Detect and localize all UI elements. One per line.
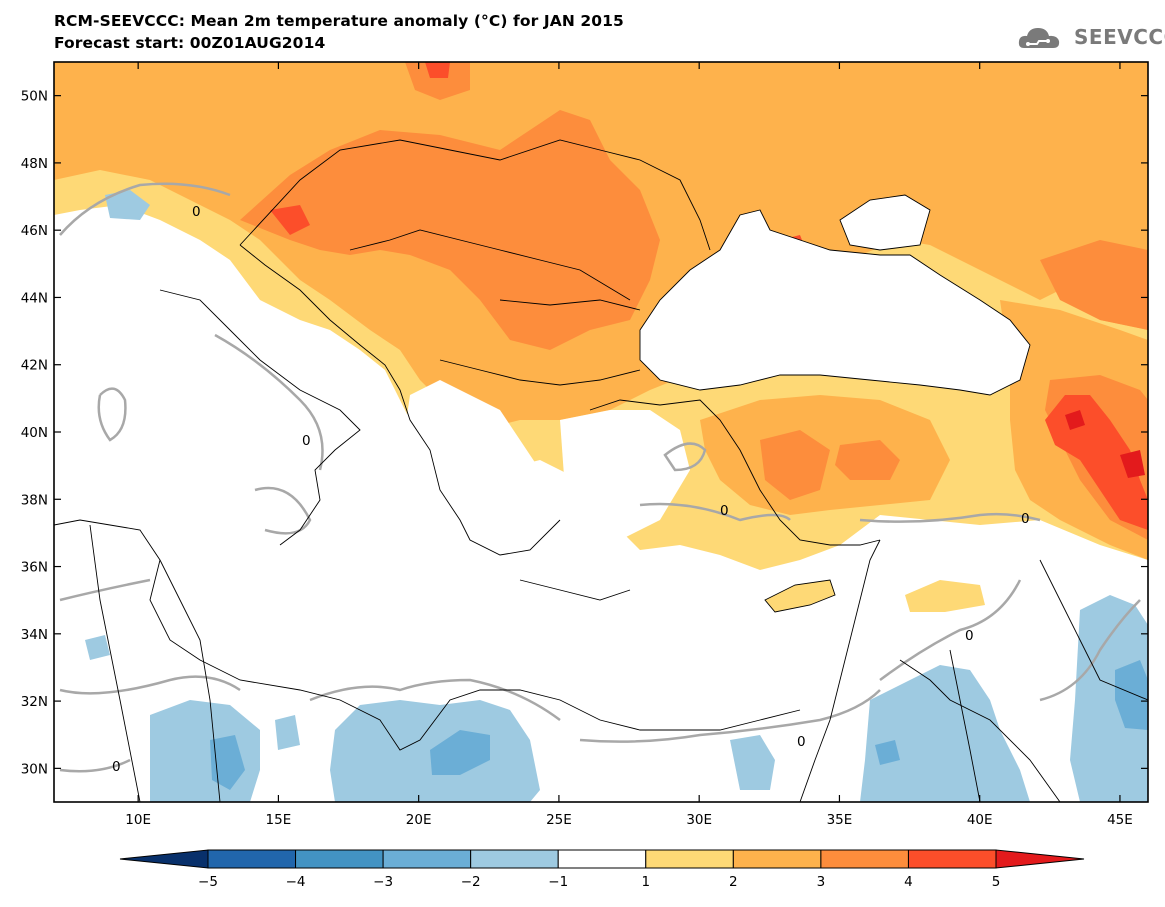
colorbar-segment: [732, 849, 822, 869]
contour-labels: 0 0 0 0 0 0 0: [112, 204, 1030, 775]
colorbar-tick-label: −4: [286, 874, 306, 890]
anomaly-region-1-2: [905, 580, 985, 612]
anomaly-region-3-4: [760, 430, 830, 500]
anomaly-region-minus2-minus3: [1115, 660, 1148, 730]
coastlines-and-borders: [54, 139, 1148, 802]
lon-label: 25E: [546, 812, 572, 828]
colorbar-segment: [470, 849, 559, 869]
contour-label: 0: [1021, 511, 1030, 527]
lon-label: 20E: [406, 812, 432, 828]
colorbar-segment: [382, 849, 472, 869]
colorbar-tick-label: −1: [548, 874, 568, 890]
colorbar-tick-label: 3: [817, 874, 826, 890]
colorbar-tick-label: −2: [461, 874, 481, 890]
map-fields: 0 0 0 0 0 0 0: [54, 62, 1148, 802]
italy-no-anomaly: [130, 275, 360, 540]
colorbar-arrow-right: [995, 849, 1085, 869]
map-title: RCM-SEEVCCC: Mean 2m temperature anomaly…: [54, 12, 624, 30]
anomaly-region-3-4: [835, 440, 900, 480]
lat-label: 34N: [21, 627, 48, 643]
anomaly-region-3-4: [405, 62, 470, 100]
anomaly-region-3-4: [1040, 240, 1148, 330]
colorbar-segment: [295, 849, 384, 869]
colorbar-tick-label: 4: [904, 874, 913, 890]
lat-label: 36N: [21, 560, 48, 576]
anomaly-region-4-5: [425, 62, 450, 78]
azov-sea: [840, 195, 930, 250]
colorbar-segment: [557, 849, 647, 869]
lat-label: 30N: [21, 761, 48, 777]
anomaly-region-5: [1065, 410, 1085, 430]
lon-label: 35E: [827, 812, 853, 828]
colorbar-arrow-left: [119, 849, 209, 869]
lat-label: 38N: [21, 492, 48, 508]
contour-label: 0: [965, 628, 974, 644]
anomaly-region-minus1-minus2: [275, 715, 300, 750]
lat-label: 40N: [21, 425, 48, 441]
colorbar-segment: [907, 849, 997, 869]
lat-label: 32N: [21, 694, 48, 710]
colorbar-tick-label: −3: [373, 874, 393, 890]
anomaly-region-4-5: [270, 205, 310, 235]
contour-label: 0: [720, 503, 729, 519]
greece-no-anomaly: [405, 380, 560, 570]
colorbar-segment: [207, 849, 297, 869]
lon-label: 15E: [266, 812, 292, 828]
contour-label: 0: [797, 734, 806, 750]
lat-label: 48N: [21, 156, 48, 172]
anomaly-region-minus1-minus2: [85, 635, 110, 660]
colorbar: [119, 849, 1085, 869]
colorbar-tick-label: 1: [641, 874, 650, 890]
anomaly-region-minus2-minus3: [875, 740, 900, 765]
contour-label: 0: [302, 433, 311, 449]
lon-label: 10E: [125, 812, 151, 828]
latitude-labels: 50N 48N 46N 44N 42N 40N 38N 36N 34N 32N 30N: [21, 89, 48, 778]
anomaly-region-minus1-minus2: [730, 735, 775, 790]
lon-label: 45E: [1107, 812, 1133, 828]
lat-label: 46N: [21, 223, 48, 239]
lon-label: 30E: [686, 812, 712, 828]
zero-contour-lines: [59, 182, 1141, 773]
lat-label: 50N: [21, 89, 48, 105]
colorbar-segment: [820, 849, 909, 869]
anomaly-region-minus2-minus3: [210, 735, 245, 790]
axis-ticks: [54, 62, 1148, 802]
black-sea: [640, 210, 1030, 395]
anomaly-region-3-4: [240, 110, 660, 350]
aegean-no-anomaly: [560, 410, 690, 540]
colorbar-tick-label: 5: [992, 874, 1001, 890]
anomaly-region-minus2-minus3: [430, 730, 490, 775]
anomaly-region-5: [1120, 450, 1145, 478]
contour-label: 0: [192, 204, 201, 220]
colorbar-tick-label: 2: [729, 874, 738, 890]
lat-label: 42N: [21, 358, 48, 374]
lat-label: 44N: [21, 290, 48, 306]
anomaly-region-1-2: [765, 580, 835, 612]
seevccc-logo: SEEVCCC: [1074, 25, 1165, 49]
anomaly-region-minus1-minus2: [860, 665, 1030, 802]
lon-label: 40E: [967, 812, 993, 828]
anomaly-region-minus1-minus2: [105, 190, 150, 220]
colorbar-tick-label: −5: [198, 874, 218, 890]
longitude-labels: 10E 15E 20E 25E 30E 35E 40E 45E: [125, 812, 1133, 828]
colorbar-labels: −5 −4 −3 −2 −1 1 2 3 4 5: [198, 874, 1000, 890]
map-subtitle: Forecast start: 00Z01AUG2014: [54, 34, 326, 52]
anomaly-region-minus1-minus2: [1070, 595, 1148, 802]
cloud-icon: [1018, 28, 1060, 48]
contour-label: 0: [112, 759, 121, 775]
colorbar-segment: [645, 849, 734, 869]
